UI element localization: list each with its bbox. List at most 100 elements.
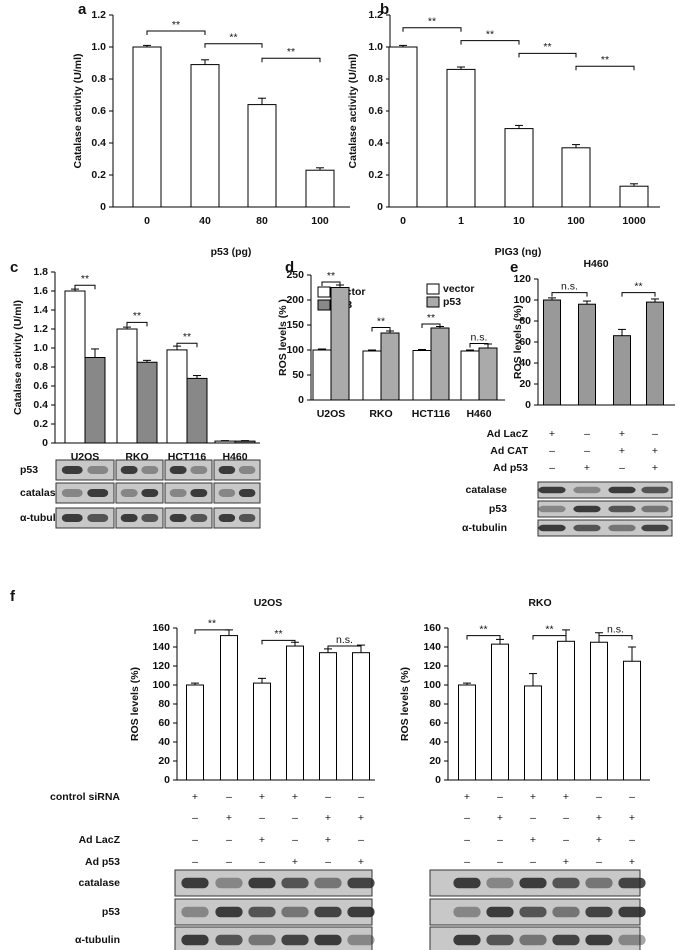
bar [590, 641, 608, 781]
y-axis-label: Catalase activity (U/ml) [72, 54, 84, 169]
panel-letter: f [10, 588, 16, 605]
significance-label: ** [486, 28, 494, 40]
condition-sign: + [292, 856, 298, 868]
blot-band [585, 934, 613, 946]
blot-band [486, 934, 514, 946]
y-tick-label: 50 [292, 369, 304, 381]
blot-band [61, 514, 83, 522]
y-tick-label: 60 [158, 717, 170, 729]
x-tick-label: HCT116 [412, 408, 451, 420]
significance-bracket [575, 65, 635, 71]
condition-sign: + [325, 834, 331, 846]
bar [136, 361, 158, 444]
bar [132, 46, 162, 208]
y-tick-label: 0.8 [91, 73, 106, 85]
x-tick-label: 40 [199, 215, 211, 227]
bar [312, 349, 332, 401]
blot-band [190, 489, 208, 497]
y-tick-label: 0.8 [368, 73, 383, 85]
bar [64, 290, 86, 444]
x-tick-label: 0 [400, 215, 406, 227]
significance-bracket [421, 323, 441, 328]
panel-title: RKO [528, 597, 551, 609]
condition-sign: + [464, 791, 470, 803]
blot-band [608, 524, 636, 532]
significance-label: n.s. [561, 280, 578, 292]
significance-bracket [518, 52, 577, 58]
blot-band [87, 489, 109, 497]
condition-sign: – [584, 428, 590, 440]
blot-band [538, 524, 566, 532]
y-tick-label: 0.2 [33, 418, 48, 430]
bar [412, 350, 432, 401]
y-tick-label: 100 [513, 294, 531, 306]
bar [234, 440, 256, 444]
x-tick-label: 1000 [622, 215, 646, 227]
condition-sign: + [563, 791, 569, 803]
y-tick-label: 1.2 [33, 323, 48, 335]
bar [362, 350, 382, 401]
blot-band [281, 906, 309, 918]
blot-box [55, 507, 115, 529]
legend-label: vector [443, 283, 475, 295]
condition-sign: + [619, 428, 625, 440]
bar [557, 640, 575, 781]
blot-band [519, 906, 547, 918]
significance-bracket [621, 292, 656, 297]
y-tick-label: 0.6 [33, 380, 48, 392]
blot-band [618, 934, 646, 946]
y-tick-label: 0.6 [368, 105, 383, 117]
significance-bracket [176, 342, 198, 348]
blot-band [573, 486, 601, 494]
condition-sign: + [596, 834, 602, 846]
legend-swatch [317, 286, 331, 298]
blot-band [248, 934, 276, 946]
y-tick-label: 1.2 [368, 9, 383, 21]
y-axis-label: ROS levels (% ) [277, 299, 289, 376]
y-tick-label: 100 [286, 344, 304, 356]
condition-sign: – [563, 812, 569, 824]
y-tick-label: 40 [429, 736, 441, 748]
y-tick-label: 1.8 [33, 266, 48, 278]
blot-box [115, 482, 164, 504]
bar [623, 660, 641, 781]
condition-label: Ad LacZ [487, 428, 529, 440]
blot-band [538, 486, 566, 494]
blot-band [641, 486, 669, 494]
condition-sign: + [549, 428, 555, 440]
condition-label: Ad p53 [85, 856, 120, 868]
condition-sign: + [358, 812, 364, 824]
blot-label: α-tubulin [20, 512, 65, 524]
condition-sign: – [226, 791, 232, 803]
legend-swatch [426, 296, 440, 308]
blot-band [573, 524, 601, 532]
bar [619, 185, 649, 208]
blot-label: α-tubulin [75, 934, 120, 946]
condition-sign: + [584, 462, 590, 474]
y-tick-label: 120 [423, 660, 441, 672]
y-tick-label: 1.0 [91, 41, 106, 53]
x-axis-label: p53 (pg) [211, 246, 252, 258]
blot-band [181, 934, 209, 946]
y-tick-label: 160 [423, 622, 441, 634]
blot-box [115, 507, 164, 529]
condition-sign: – [563, 834, 569, 846]
blot-label: catalase [79, 877, 121, 889]
blot-band [347, 906, 375, 918]
condition-sign: – [226, 834, 232, 846]
bar [186, 684, 204, 781]
panel-letter: c [10, 259, 18, 276]
condition-sign: + [530, 834, 536, 846]
bar [166, 349, 188, 444]
bar [214, 440, 236, 444]
y-tick-label: 1.0 [33, 342, 48, 354]
bar [380, 332, 400, 401]
condition-sign: – [619, 462, 625, 474]
condition-sign: – [192, 856, 198, 868]
condition-sign: + [619, 445, 625, 457]
significance-bracket [460, 40, 520, 45]
y-tick-label: 100 [423, 679, 441, 691]
bar [190, 64, 220, 208]
y-tick-label: 80 [519, 315, 531, 327]
blot-box [213, 507, 261, 529]
